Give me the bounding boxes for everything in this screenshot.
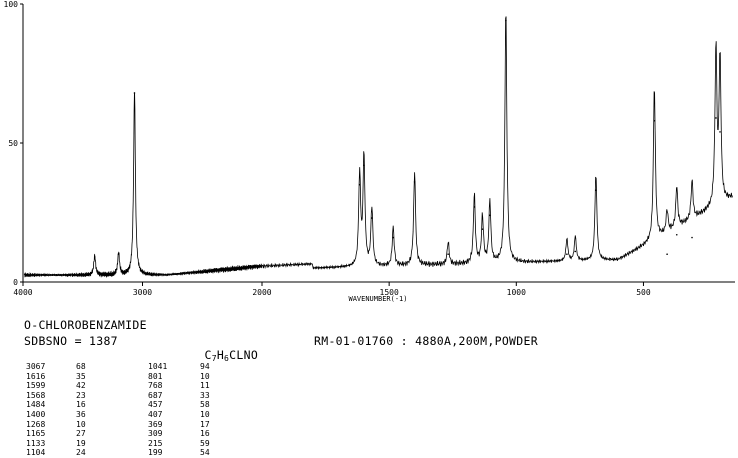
intensity-cell: 68 (76, 362, 86, 371)
y-tick-label: 0 (13, 278, 18, 287)
peak-point (574, 250, 577, 253)
peak-point (715, 117, 717, 119)
intensity-cell: 10 (200, 371, 210, 381)
wavenumber-cell: 1104 (26, 448, 46, 458)
peak-point (473, 206, 476, 208)
wavenumber-cell: 768 (148, 381, 163, 391)
wavenumber-cell: 1616 (26, 371, 46, 381)
x-tick-label: 3000 (133, 288, 152, 297)
table-row: 1165 27 309 16 (26, 429, 230, 439)
formula-part: CLNO (229, 348, 259, 362)
raman-spectrum-chart: 4000 3000 2000 1500 1000 500 0 50 100 WAVENUMBER… (4, 0, 735, 303)
intensity-cell: 10 (76, 419, 86, 429)
intensity-cell: 36 (76, 409, 86, 419)
wavenumber-cell: 3067 (26, 362, 46, 371)
table-row: 1268 10 369 17 (26, 420, 230, 430)
table-row: 1104 24 199 54 (26, 448, 230, 458)
x-tick-label: 1500 (380, 288, 399, 297)
formula-subscript: 6 (224, 354, 230, 363)
x-tick-label: 500 (636, 288, 651, 297)
peak-point (363, 164, 365, 167)
formula-part: H (216, 348, 225, 362)
wavenumber-cell: 309 (148, 429, 163, 439)
intensity-cell: 27 (76, 429, 86, 439)
wavenumber-cell: 1133 (26, 438, 46, 448)
wavenumber-cell: 801 (148, 371, 163, 381)
peak-table: 3067 68 1041 94 1616 35 801 10 1599 42 768 11 1568 23… (26, 362, 230, 458)
peak-point (566, 253, 568, 255)
peak-point (719, 131, 721, 133)
table-row: 1400 36 407 10 (26, 410, 230, 420)
wavenumber-cell: 1484 (26, 400, 46, 410)
table-row: 1599 42 768 11 (26, 381, 230, 391)
intensity-cell: 94 (200, 362, 210, 371)
x-tick-label: 4000 (13, 288, 32, 297)
y-tick-label: 50 (8, 139, 18, 148)
sdbs-number: SDBSNO = 1387 (24, 334, 118, 348)
table-row: 3067 68 1041 94 (26, 362, 230, 372)
peak-point (117, 253, 120, 255)
wavenumber-cell: 1400 (26, 409, 46, 419)
wavenumber-cell: 199 (148, 448, 163, 458)
chart-ticks: 4000 3000 2000 1500 1000 500 0 50 100 (4, 0, 651, 297)
compound-name: O-CHLOROBENZAMIDE (24, 318, 147, 332)
wavenumber-cell: 1568 (26, 390, 46, 400)
x-tick-label: 1000 (507, 288, 526, 297)
formula-subscript: 7 (211, 354, 217, 363)
table-row: 1133 19 215 59 (26, 439, 230, 449)
intensity-cell: 35 (76, 371, 86, 381)
x-axis-label: WAVENUMBER(-1) (348, 295, 407, 303)
peak-point (489, 214, 491, 217)
peak-point (691, 236, 693, 239)
peak-markers (93, 19, 721, 258)
peak-point (595, 189, 597, 192)
intensity-cell: 58 (200, 400, 210, 410)
intensity-cell: 33 (200, 390, 210, 400)
table-row: 1568 23 687 33 (26, 391, 230, 401)
intensity-cell: 11 (200, 381, 210, 391)
intensity-cell: 17 (200, 419, 210, 429)
chart-axes (22, 4, 735, 283)
intensity-cell: 23 (76, 390, 86, 400)
x-tick-label: 2000 (252, 288, 271, 297)
wavenumber-cell: 369 (148, 419, 163, 429)
wavenumber-cell: 457 (148, 400, 163, 410)
peak-point (675, 233, 678, 236)
peak-point (505, 19, 507, 22)
wavenumber-cell: 407 (148, 409, 163, 419)
peak-point (447, 253, 449, 255)
peak-point (133, 92, 136, 94)
table-row: 1484 16 457 58 (26, 400, 230, 410)
formula-part: C (204, 348, 212, 362)
wavenumber-cell: 1041 (148, 362, 168, 371)
intensity-cell: 16 (76, 400, 86, 410)
wavenumber-cell: 1165 (26, 429, 46, 439)
intensity-cell: 19 (76, 438, 86, 448)
wavenumber-cell: 1599 (26, 381, 46, 391)
table-row: 1616 35 801 10 (26, 372, 230, 382)
intensity-cell: 24 (76, 448, 86, 458)
y-tick-label: 100 (4, 0, 19, 9)
peak-point (666, 253, 668, 255)
spectrum-trace-line (23, 16, 733, 278)
wavenumber-cell: 215 (148, 438, 163, 448)
molecular-formula: C7H6CLNO (190, 334, 258, 363)
wavenumber-cell: 687 (148, 390, 163, 400)
peak-point (371, 217, 373, 219)
intensity-cell: 59 (200, 438, 210, 448)
peak-point (413, 181, 416, 183)
intensity-cell: 54 (200, 448, 210, 458)
measurement-conditions: RM-01-01760 : 4880A,200M,POWDER (314, 334, 538, 348)
intensity-cell: 16 (200, 429, 210, 439)
intensity-cell: 42 (76, 381, 86, 391)
peak-point (358, 183, 361, 186)
peak-point (653, 119, 656, 122)
intensity-cell: 10 (200, 409, 210, 419)
peak-point (392, 236, 395, 239)
peak-point (481, 228, 484, 230)
wavenumber-cell: 1268 (26, 419, 46, 429)
peak-point (93, 256, 96, 258)
